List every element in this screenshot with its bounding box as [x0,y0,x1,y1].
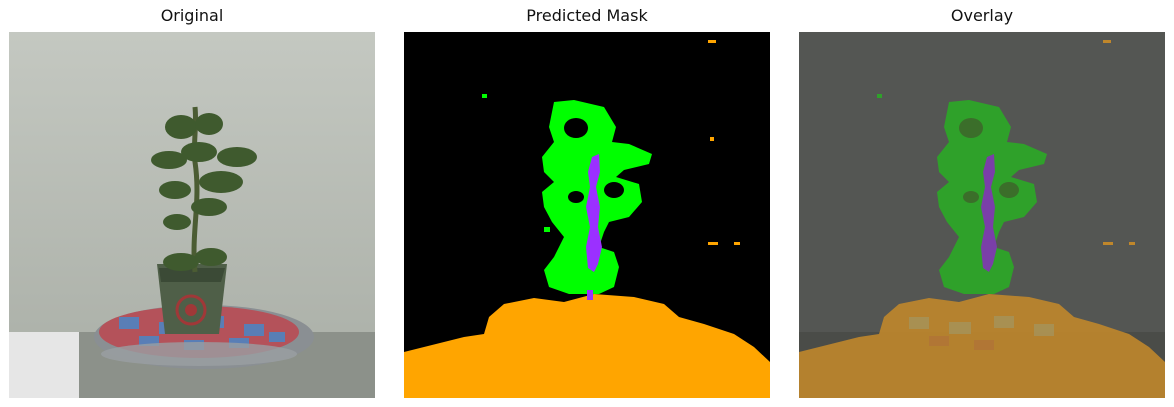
original-title: Original [160,6,224,25]
predicted-mask-panel: Predicted Mask [404,0,770,407]
original-image [9,32,375,398]
predicted-mask-image [404,32,770,398]
predicted-mask-title: Predicted Mask [526,6,648,25]
overlay-panel: Overlay [799,0,1165,407]
overlay-title: Overlay [950,6,1014,25]
overlay-image [799,32,1165,398]
original-panel: Original [9,0,375,407]
